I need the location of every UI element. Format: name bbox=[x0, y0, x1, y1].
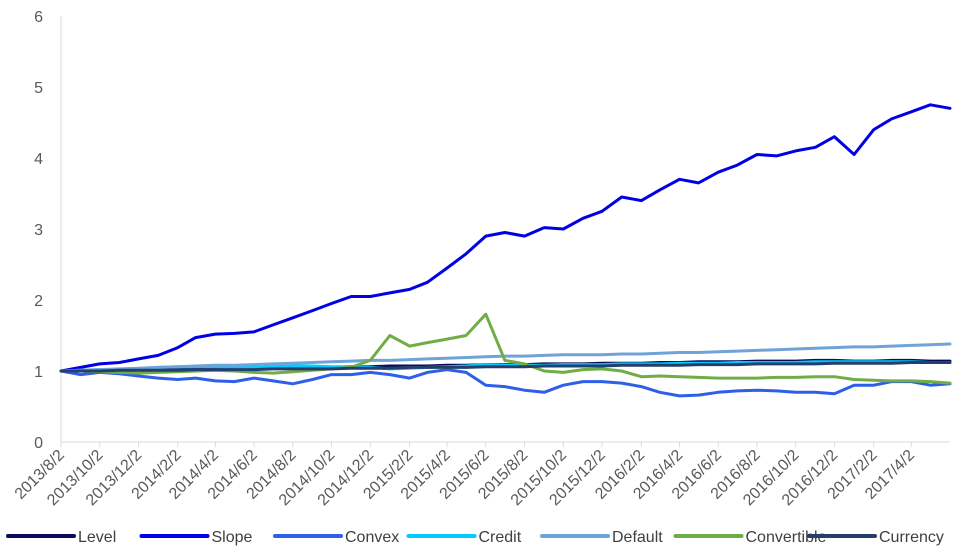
x-axis-ticks: 2013/8/22013/10/22013/12/22014/2/22014/4… bbox=[12, 442, 918, 509]
series-line-currency bbox=[59, 361, 952, 373]
legend-label-currency: Currency bbox=[879, 529, 944, 546]
series-lines bbox=[59, 103, 952, 398]
legend-label-convertible: Convertible bbox=[746, 529, 827, 546]
y-tick-label: 2 bbox=[34, 293, 43, 310]
y-tick-label: 5 bbox=[34, 80, 43, 97]
legend-label-level: Level bbox=[78, 529, 116, 546]
y-tick-label: 3 bbox=[34, 222, 43, 239]
legend-label-default: Default bbox=[612, 529, 663, 546]
legend-label-slope: Slope bbox=[212, 529, 253, 546]
series-line-convex bbox=[59, 368, 952, 398]
y-tick-label: 0 bbox=[34, 435, 43, 452]
series-line-default bbox=[59, 342, 952, 373]
series-line-slope bbox=[59, 103, 952, 373]
legend-label-credit: Credit bbox=[479, 529, 522, 546]
y-tick-label: 4 bbox=[34, 151, 43, 168]
legend-label-convex: Convex bbox=[345, 529, 399, 546]
y-tick-label: 1 bbox=[34, 364, 43, 381]
y-axis-ticks: 0 1 2 3 4 5 6 bbox=[34, 9, 43, 452]
y-tick-label: 6 bbox=[34, 9, 43, 26]
legend: Level Slope Convex Credit Default Convertible… bbox=[6, 529, 944, 546]
